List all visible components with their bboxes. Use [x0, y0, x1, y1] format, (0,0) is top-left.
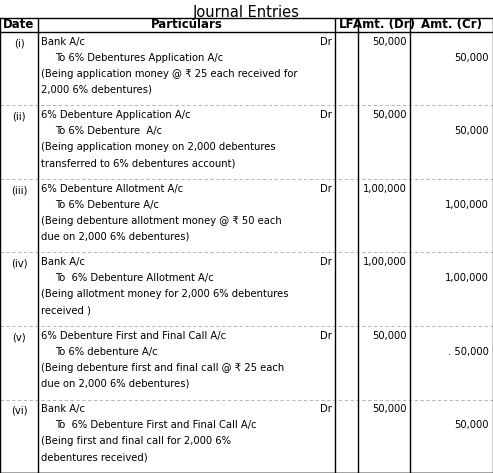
Text: To 6% Debentures Application A/c: To 6% Debentures Application A/c: [55, 53, 223, 63]
Text: Dr: Dr: [320, 184, 332, 193]
Text: 50,000: 50,000: [455, 420, 489, 430]
Text: (Being first and final call for 2,000 6%: (Being first and final call for 2,000 6%: [41, 436, 231, 446]
Text: To  6% Debenture First and Final Call A/c: To 6% Debenture First and Final Call A/c: [55, 420, 257, 430]
Text: (v): (v): [12, 332, 26, 342]
Text: 6% Debenture First and Final Call A/c: 6% Debenture First and Final Call A/c: [41, 331, 226, 341]
Text: LF: LF: [339, 18, 354, 32]
Text: 50,000: 50,000: [373, 404, 407, 414]
Text: Date: Date: [3, 18, 35, 32]
Text: Dr: Dr: [320, 331, 332, 341]
Text: 1,00,000: 1,00,000: [445, 273, 489, 283]
Text: 50,000: 50,000: [373, 36, 407, 47]
Text: due on 2,000 6% debentures): due on 2,000 6% debentures): [41, 379, 189, 389]
Text: 2,000 6% debentures): 2,000 6% debentures): [41, 85, 152, 95]
Text: (iv): (iv): [11, 259, 27, 269]
Text: (iii): (iii): [11, 185, 27, 195]
Text: . 50,000: . 50,000: [448, 347, 489, 357]
Text: Bank A/c: Bank A/c: [41, 257, 85, 267]
Text: Dr: Dr: [320, 110, 332, 120]
Text: 1,00,000: 1,00,000: [445, 200, 489, 210]
Text: due on 2,000 6% debentures): due on 2,000 6% debentures): [41, 232, 189, 242]
Text: (Being application money @ ₹ 25 each received for: (Being application money @ ₹ 25 each rec…: [41, 69, 297, 79]
Text: To  6% Debenture Allotment A/c: To 6% Debenture Allotment A/c: [55, 273, 214, 283]
Text: (i): (i): [14, 38, 24, 48]
Text: (vi): (vi): [11, 406, 27, 416]
Text: 50,000: 50,000: [455, 126, 489, 136]
Text: Amt. (Dr): Amt. (Dr): [353, 18, 415, 32]
Text: 1,00,000: 1,00,000: [363, 184, 407, 193]
Text: 50,000: 50,000: [455, 53, 489, 63]
Text: 6% Debenture Application A/c: 6% Debenture Application A/c: [41, 110, 191, 120]
Text: 50,000: 50,000: [373, 110, 407, 120]
Text: Dr: Dr: [320, 257, 332, 267]
Text: (ii): (ii): [12, 112, 26, 122]
Text: To 6% Debenture A/c: To 6% Debenture A/c: [55, 200, 159, 210]
Text: (Being debenture first and final call @ ₹ 25 each: (Being debenture first and final call @ …: [41, 363, 284, 373]
Text: transferred to 6% debentures account): transferred to 6% debentures account): [41, 158, 235, 168]
Text: (Being debenture allotment money @ ₹ 50 each: (Being debenture allotment money @ ₹ 50 …: [41, 216, 282, 226]
Text: Journal Entries: Journal Entries: [193, 5, 300, 20]
Text: Amt. (Cr): Amt. (Cr): [421, 18, 482, 32]
Text: Particulars: Particulars: [150, 18, 222, 32]
Text: (Being allotment money for 2,000 6% debentures: (Being allotment money for 2,000 6% debe…: [41, 289, 288, 299]
Text: received ): received ): [41, 305, 91, 315]
Text: 1,00,000: 1,00,000: [363, 257, 407, 267]
Text: 50,000: 50,000: [373, 331, 407, 341]
Text: 6% Debenture Allotment A/c: 6% Debenture Allotment A/c: [41, 184, 183, 193]
Text: Dr: Dr: [320, 404, 332, 414]
Text: To 6% Debenture  A/c: To 6% Debenture A/c: [55, 126, 162, 136]
Text: Dr: Dr: [320, 36, 332, 47]
Text: Bank A/c: Bank A/c: [41, 404, 85, 414]
Text: debentures received): debentures received): [41, 452, 147, 462]
Text: (Being application money on 2,000 debentures: (Being application money on 2,000 debent…: [41, 142, 276, 152]
Text: To 6% debenture A/c: To 6% debenture A/c: [55, 347, 158, 357]
Text: Bank A/c: Bank A/c: [41, 36, 85, 47]
